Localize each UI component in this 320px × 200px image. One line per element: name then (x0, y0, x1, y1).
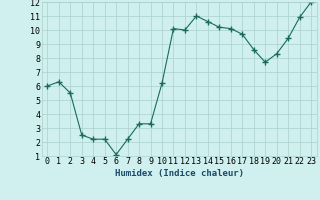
X-axis label: Humidex (Indice chaleur): Humidex (Indice chaleur) (115, 169, 244, 178)
